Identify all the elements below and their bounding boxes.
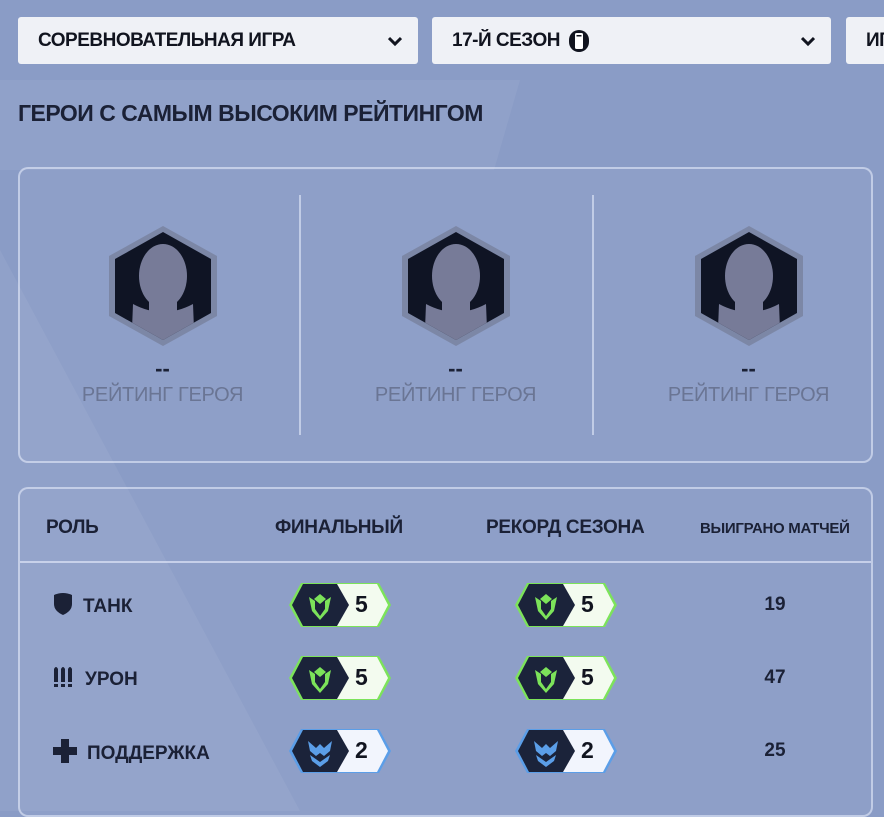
season-record-badge: 2 (513, 728, 619, 774)
mode-dropdown[interactable]: СОРЕВНОВАТЕЛЬНАЯ ИГРА (18, 17, 418, 64)
final-rank-badge: 5 (287, 582, 393, 628)
role-stats-table: РОЛЬ ФИНАЛЬНЫЙ РЕКОРД СЕЗОНА ВЫИГРАНО МА… (18, 487, 873, 817)
hero-rating-caption: РЕЙТИНГ ГЕРОЯ (667, 384, 830, 406)
header-matches-won: ВЫИГРАНО МАТЧЕЙ (700, 520, 850, 537)
season-record-badge: 5 (513, 655, 619, 701)
hero-rating-caption: РЕЙТИНГ ГЕРОЯ (81, 384, 244, 406)
hero-portrait-placeholder-icon (694, 226, 803, 346)
shield-icon (52, 592, 74, 622)
cross-icon (52, 738, 78, 770)
hero-portrait-placeholder-icon (401, 226, 510, 346)
divider (20, 561, 871, 563)
rank-tier: 2 (355, 737, 368, 763)
rank-tier: 2 (581, 737, 594, 763)
hero-card[interactable]: -- РЕЙТИНГ ГЕРОЯ (606, 169, 884, 463)
table-row: УРОН 5 5 47 (20, 655, 871, 701)
hero-portrait-placeholder-icon (108, 226, 217, 346)
matches-won: 25 (764, 740, 786, 761)
rank-tier: 5 (581, 591, 594, 617)
header-role: РОЛЬ (46, 517, 99, 538)
season-dropdown-label: 17-Й СЕЗОН (452, 29, 560, 51)
hero-card[interactable]: -- РЕЙТИНГ ГЕРОЯ (313, 169, 598, 463)
bullets-icon (52, 665, 76, 695)
table-row: ПОДДЕРЖКА 2 2 25 (20, 728, 871, 774)
header-season-record: РЕКОРД СЕЗОНА (486, 517, 645, 538)
table-row: ТАНК 5 5 19 (20, 582, 871, 628)
matches-won: 19 (764, 594, 786, 615)
season-record-badge: 5 (513, 582, 619, 628)
top-heroes-panel: -- РЕЙТИНГ ГЕРОЯ -- РЕЙТИНГ ГЕРОЯ -- РЕЙ… (18, 167, 873, 463)
hero-rating-value: -- (741, 356, 756, 381)
third-dropdown-label: ИГ (866, 29, 884, 51)
hero-rating-value: -- (448, 356, 463, 381)
third-dropdown[interactable]: ИГ (846, 17, 884, 64)
rank-tier: 5 (355, 664, 368, 690)
hero-card[interactable]: -- РЕЙТИНГ ГЕРОЯ (20, 169, 305, 463)
hero-rating-caption: РЕЙТИНГ ГЕРОЯ (374, 384, 537, 406)
matches-won: 47 (764, 667, 786, 688)
role-name: ПОДДЕРЖКА (87, 743, 210, 764)
console-icon (568, 29, 589, 52)
chevron-down-icon (388, 36, 402, 46)
chevron-down-icon (801, 36, 815, 46)
role-name: УРОН (85, 669, 138, 690)
final-rank-badge: 2 (287, 728, 393, 774)
season-dropdown[interactable]: 17-Й СЕЗОН (432, 17, 831, 64)
hero-rating-value: -- (155, 356, 170, 381)
role-name: ТАНК (83, 596, 133, 617)
final-rank-badge: 5 (287, 655, 393, 701)
divider (299, 195, 301, 435)
rank-tier: 5 (581, 664, 594, 690)
divider (592, 195, 594, 435)
rank-tier: 5 (355, 591, 368, 617)
background-shape (0, 80, 520, 170)
mode-dropdown-label: СОРЕВНОВАТЕЛЬНАЯ ИГРА (38, 29, 296, 51)
top-heroes-title: ГЕРОИ С САМЫМ ВЫСОКИМ РЕЙТИНГОМ (18, 100, 483, 126)
header-final: ФИНАЛЬНЫЙ (275, 517, 403, 538)
